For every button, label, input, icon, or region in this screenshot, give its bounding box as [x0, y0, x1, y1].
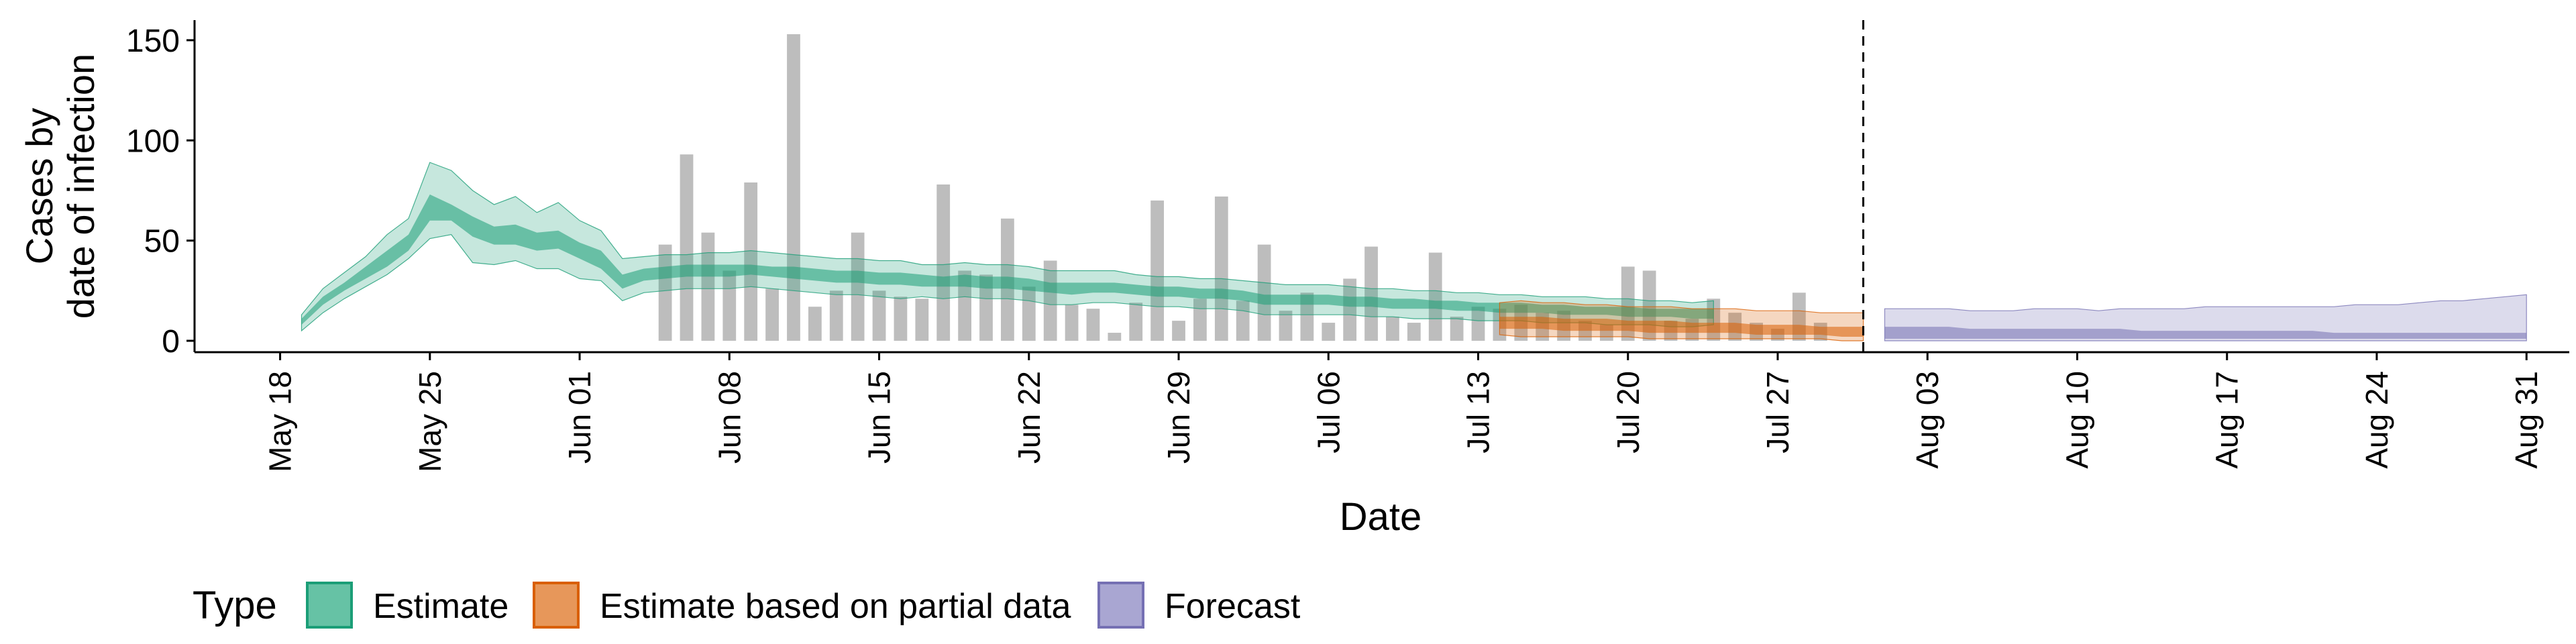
case-bar: [1471, 307, 1485, 341]
case-bar: [1193, 299, 1207, 341]
case-bar: [1150, 200, 1165, 341]
case-bar: [765, 288, 779, 341]
case-bar: [1300, 292, 1314, 341]
case-bar: [1450, 317, 1464, 341]
y-axis-title-line: date of infection: [60, 54, 102, 319]
case-bar: [680, 154, 694, 341]
legend-key: [533, 582, 580, 629]
case-bar: [787, 34, 800, 341]
x-tick-label: Jul 20: [1611, 371, 1646, 453]
y-tick-label: 100: [126, 123, 180, 159]
case-bar: [1364, 246, 1378, 341]
legend-key: [1097, 582, 1144, 629]
case-bar: [1214, 196, 1228, 341]
y-tick-label: 150: [126, 23, 180, 59]
legend-title: Type: [193, 584, 277, 627]
forecast-band-50: [1884, 327, 2527, 339]
legend-label: Estimate based on partial data: [600, 587, 1071, 626]
case-bar: [701, 232, 715, 341]
case-bar: [1065, 305, 1079, 341]
case-bar: [1172, 321, 1185, 341]
estimate-bands: [301, 162, 2527, 341]
case-bar: [1322, 323, 1336, 341]
x-tick-label: Jul 27: [1760, 371, 1795, 453]
case-bar: [1257, 244, 1271, 341]
x-tick-label: Jun 01: [562, 371, 597, 464]
case-bar: [1407, 323, 1421, 341]
x-tick-label: Jun 15: [862, 371, 897, 464]
legend-label: Forecast: [1165, 587, 1301, 626]
axes: 0 50 100 150 May 18 May 25 Jun 01 Jun 08 Jun 15 J…: [126, 20, 2569, 472]
case-bar: [958, 270, 971, 341]
case-bar: [1129, 303, 1143, 341]
x-axis-title: Date: [1340, 495, 1422, 539]
x-tick-label: May 25: [413, 371, 447, 472]
x-tick-label: Jun 29: [1161, 371, 1196, 464]
case-bar: [851, 232, 865, 341]
case-bar: [744, 182, 758, 341]
x-tick-label: Jun 08: [712, 371, 747, 464]
y-tick-label: 0: [162, 324, 180, 360]
x-tick-label: Aug 03: [1910, 371, 1945, 469]
case-bar: [872, 290, 886, 341]
y-tick-label: 50: [144, 224, 180, 260]
x-tick-label: Jul 13: [1461, 371, 1496, 453]
legend-label: Estimate: [373, 587, 508, 626]
partial-band-50: [1499, 317, 1864, 337]
case-bar: [808, 307, 822, 341]
x-tick-label: May 18: [263, 371, 298, 472]
case-bar: [936, 184, 951, 341]
x-tick-label: Jun 22: [1012, 371, 1046, 464]
y-axis-title: Cases by date of infection: [18, 54, 102, 319]
x-tick-label: Aug 31: [2509, 371, 2544, 469]
y-axis-title-line: Cases by: [18, 108, 60, 264]
case-bar: [915, 299, 929, 341]
case-bar: [829, 290, 843, 341]
case-bar: [979, 274, 993, 341]
case-bar: [1386, 317, 1399, 341]
case-bar: [1343, 278, 1357, 341]
case-bar: [1279, 311, 1293, 341]
legend-key: [306, 582, 353, 629]
x-tick-label: Aug 17: [2210, 371, 2245, 469]
x-tick-label: Aug 10: [2059, 371, 2094, 469]
estimate-band-50: [301, 194, 1714, 325]
x-tick-label: Jul 06: [1311, 371, 1346, 453]
case-bar: [1108, 333, 1122, 341]
case-bar: [894, 297, 908, 341]
legend: Type Estimate Estimate based on partial da…: [193, 582, 1301, 629]
case-bar: [1086, 309, 1100, 341]
case-bar: [1043, 260, 1057, 341]
x-tick-label: Aug 24: [2359, 371, 2394, 469]
